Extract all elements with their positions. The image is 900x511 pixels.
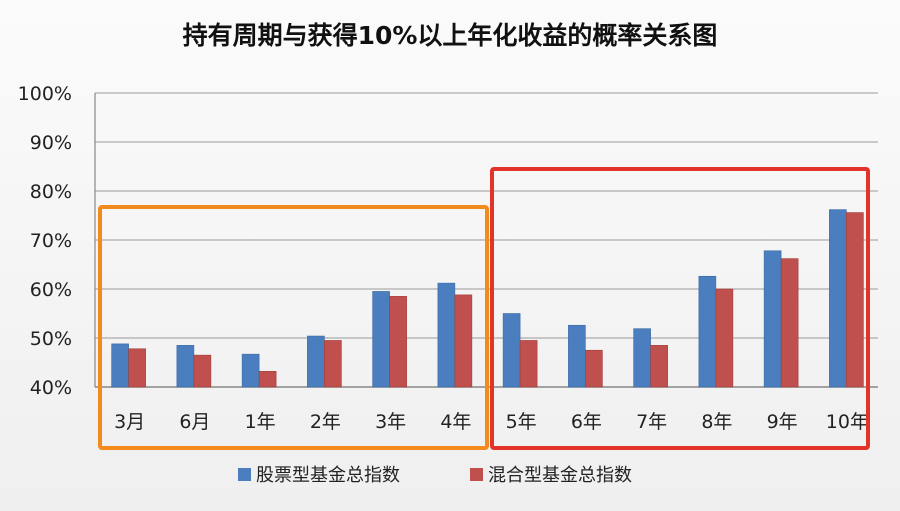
gridlines — [94, 92, 878, 388]
bar-stock — [633, 328, 651, 388]
bar-mixed — [519, 340, 538, 388]
legend-swatch — [238, 468, 251, 481]
x-tick-label: 7年 — [636, 411, 667, 433]
bar-mixed — [846, 212, 864, 388]
bar-stock — [502, 313, 521, 388]
x-tick-label: 3月 — [114, 411, 145, 433]
x-tick-label: 9年 — [767, 411, 798, 433]
bar-mixed — [324, 340, 342, 388]
y-tick-label: 80% — [30, 181, 72, 203]
x-tick-label: 4年 — [440, 411, 471, 433]
y-tick-label: 50% — [30, 328, 72, 350]
bar-mixed — [193, 354, 212, 388]
x-axis-labels: 3月 6月 1年 2年 3年 4年 5年 6年 7年 8年 9年 10年 — [114, 411, 869, 433]
bar-stock — [763, 250, 782, 388]
x-tick-label: 1年 — [245, 411, 276, 433]
chart-title: 持有周期与获得10%以上年化收益的概率关系图 — [183, 21, 718, 50]
legend-label: 混合型基金总指数 — [488, 465, 632, 486]
bar-mixed — [258, 371, 277, 388]
bar-stock — [176, 345, 195, 388]
x-tick-label: 3年 — [375, 411, 406, 433]
y-axis-ticks: 40% 50% 60% 70% 80% 90% 100% — [18, 83, 72, 399]
bar-mixed — [650, 345, 668, 388]
bar-mixed — [454, 294, 473, 388]
legend-label: 股票型基金总指数 — [256, 465, 400, 486]
x-tick-label: 10年 — [826, 411, 869, 433]
short-term-group-box — [98, 205, 489, 450]
y-tick-label: 60% — [30, 279, 72, 301]
bar-stock — [568, 324, 586, 388]
bar-mixed — [715, 288, 734, 388]
highlight-boxes — [98, 167, 870, 450]
x-tick-label: 2年 — [310, 411, 341, 433]
bar-stock — [829, 209, 847, 388]
y-tick-label: 100% — [18, 83, 72, 105]
legend: 股票型基金总指数 混合型基金总指数 — [238, 465, 632, 486]
y-tick-label: 40% — [30, 377, 72, 399]
bar-stock — [698, 275, 717, 388]
bar-mixed — [389, 296, 407, 388]
bar-stock — [111, 343, 129, 388]
bar-stock — [372, 291, 390, 388]
x-tick-label: 6年 — [571, 411, 602, 433]
bar-stock — [307, 335, 325, 388]
bars — [111, 209, 864, 388]
y-tick-label: 70% — [30, 230, 72, 252]
bar-mixed — [128, 348, 146, 388]
long-term-group-box — [490, 167, 870, 450]
x-tick-label: 6月 — [179, 411, 210, 433]
bar-stock — [241, 353, 260, 388]
bar-mixed — [780, 258, 799, 388]
x-tick-label: 5年 — [506, 411, 537, 433]
bar-mixed — [585, 349, 603, 388]
x-tick-label: 8年 — [701, 411, 732, 433]
y-tick-label: 90% — [30, 132, 72, 154]
legend-swatch — [470, 468, 483, 481]
bar-stock — [437, 282, 456, 388]
